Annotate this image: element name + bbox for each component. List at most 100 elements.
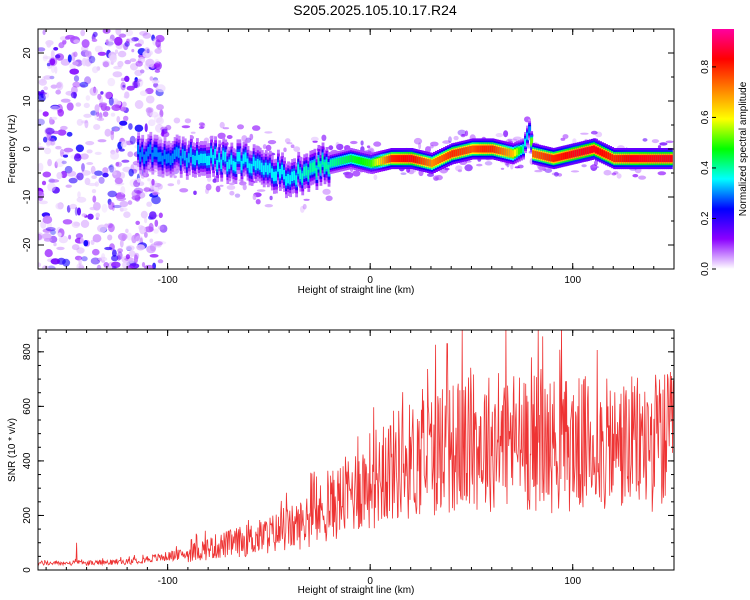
noise-blob xyxy=(43,75,52,80)
noise-blob xyxy=(71,221,81,228)
noise-blob xyxy=(74,207,78,216)
ridge-cell xyxy=(420,157,424,165)
ridge-cell xyxy=(481,145,485,153)
ridge-cell xyxy=(627,155,631,163)
ridge-cell xyxy=(663,155,667,163)
noise-blob xyxy=(139,31,148,36)
noise-blob xyxy=(61,160,67,165)
noise-blob xyxy=(81,256,88,262)
ridge-cell xyxy=(293,170,297,181)
noise-blob xyxy=(111,254,119,262)
spectrogram-y-tick-label: 10 xyxy=(22,95,33,107)
ridge-cell xyxy=(171,153,175,163)
scatter-blob xyxy=(228,182,235,186)
ridge-cell xyxy=(410,155,414,163)
scatter-blob xyxy=(256,189,266,192)
noise-blob xyxy=(46,62,51,67)
noise-blob xyxy=(58,235,69,244)
ridge-cell xyxy=(595,146,598,154)
noise-blob xyxy=(96,117,105,122)
ridge-cell xyxy=(358,157,361,164)
noise-blob xyxy=(38,118,45,126)
noise-blob xyxy=(102,172,109,178)
noise-blob xyxy=(44,249,53,258)
noise-blob xyxy=(129,178,138,188)
ridge-cell xyxy=(669,155,673,163)
ridge-cell xyxy=(582,147,586,155)
scatter-blob xyxy=(252,194,257,201)
ridge-cell xyxy=(536,151,540,159)
ridge-cell xyxy=(495,146,499,154)
noise-blob xyxy=(91,38,98,42)
noise-blob xyxy=(107,234,113,241)
noise-blob xyxy=(134,124,144,132)
noise-blob xyxy=(79,81,89,88)
scatter-blob xyxy=(226,185,236,190)
noise-blob xyxy=(66,170,77,177)
ridge-cell xyxy=(351,155,355,163)
noise-blob xyxy=(45,127,55,135)
ridge-cell xyxy=(264,162,268,173)
noise-blob xyxy=(134,43,142,47)
noise-blob xyxy=(154,69,161,73)
noise-blob xyxy=(110,151,120,160)
scatter-blob xyxy=(151,178,155,186)
noise-blob xyxy=(114,127,119,132)
snr-y-axis-title: SNR (10 * v/v) xyxy=(7,418,18,482)
snr-y-tick-label: 600 xyxy=(22,398,33,415)
ridge-cell xyxy=(532,150,536,158)
noise-blob xyxy=(113,171,117,176)
scatter-blob xyxy=(252,125,261,131)
scatter-blob xyxy=(464,164,473,172)
noise-blob xyxy=(68,177,78,184)
noise-blob xyxy=(134,100,144,109)
scatter-blob xyxy=(335,141,340,149)
ridge-cell xyxy=(218,152,222,163)
noise-blob xyxy=(145,58,155,68)
noise-blob xyxy=(156,104,164,111)
noise-blob xyxy=(120,141,127,148)
noise-blob xyxy=(78,257,82,266)
scatter-blob xyxy=(554,171,559,177)
snr-marks xyxy=(38,330,674,567)
ridge-cell xyxy=(475,145,479,153)
ridge-cell xyxy=(499,147,503,155)
ridge-cell xyxy=(315,168,319,178)
noise-blob xyxy=(126,85,135,91)
ridge-cell xyxy=(418,157,422,164)
noise-blob xyxy=(41,233,52,240)
noise-blob xyxy=(149,254,159,258)
colorbar-tick-label: 0.0 xyxy=(700,262,711,276)
snr-y-tick-label: 200 xyxy=(22,507,33,524)
noise-blob xyxy=(131,37,139,42)
ridge-cell xyxy=(368,159,372,167)
noise-blob xyxy=(98,176,105,184)
scatter-blob xyxy=(336,143,344,151)
noise-blob xyxy=(153,228,159,234)
ridge-cell xyxy=(416,156,420,164)
noise-blob xyxy=(41,180,47,186)
chart-title: S205.2025.105.10.17.R24 xyxy=(293,2,457,18)
noise-blob xyxy=(77,191,81,199)
ridge-cell xyxy=(461,147,465,155)
ridge-cell xyxy=(520,146,523,154)
ridge-cell xyxy=(651,155,655,163)
noise-blob xyxy=(73,154,82,162)
scatter-blob xyxy=(179,188,189,193)
colorbar-ticks: 0.0 0.2 0.4 0.6 0.8 xyxy=(700,60,716,276)
snr-x-axis-title: Height of straight line (km) xyxy=(298,585,415,596)
noise-blob xyxy=(45,40,54,46)
ridge-cell xyxy=(435,158,438,165)
scatter-blob xyxy=(457,169,462,173)
noise-blob xyxy=(90,257,101,265)
noise-blob xyxy=(92,195,97,203)
scatter-blob xyxy=(657,145,662,149)
noise-blob xyxy=(81,163,85,172)
noise-blob xyxy=(83,113,92,118)
ridge-cell xyxy=(548,154,552,162)
noise-blob xyxy=(93,202,101,211)
scatter-blob xyxy=(603,169,612,176)
noise-blob xyxy=(101,253,106,261)
ridge-cell xyxy=(384,156,388,164)
noise-blob xyxy=(125,228,129,234)
